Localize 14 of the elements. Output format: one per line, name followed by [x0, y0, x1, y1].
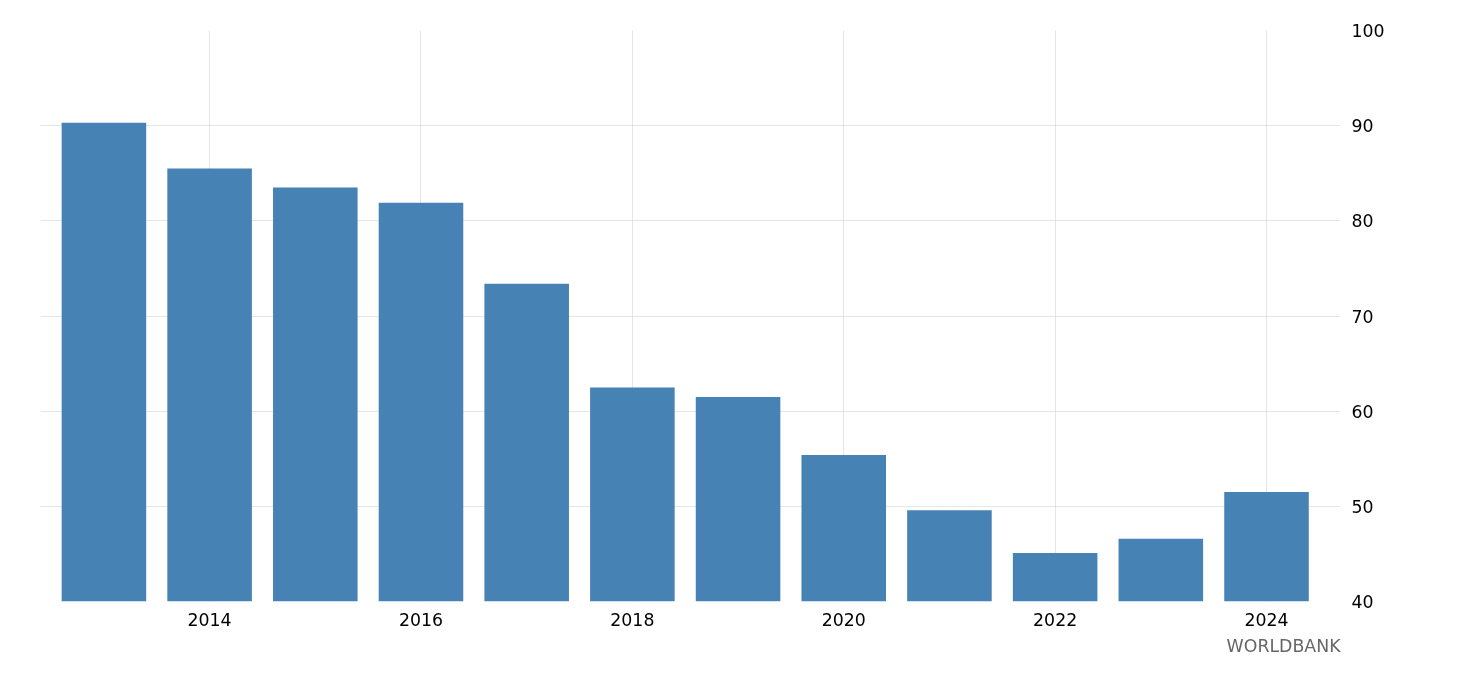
- text: WORLDBANK: [1226, 635, 1342, 656]
- y-tick-label: 50: [1351, 496, 1374, 517]
- y-tick-label: 60: [1351, 401, 1374, 422]
- y-tick-label: 90: [1351, 116, 1374, 137]
- y-tick-label: 100: [1351, 21, 1385, 41]
- x-tick-label: 2018: [610, 609, 655, 630]
- y-tick-label: 40: [1351, 592, 1374, 612]
- x-tick-label: 2016: [398, 609, 444, 630]
- x-tick-label: 2022: [1033, 609, 1078, 630]
- y-tick-label: 80: [1351, 211, 1374, 232]
- y-tick-label: 70: [1351, 306, 1374, 327]
- x-tick-label: 2024: [1244, 609, 1289, 630]
- x-tick-label: 2020: [821, 609, 866, 630]
- x-tick-label: 2014: [187, 609, 232, 630]
